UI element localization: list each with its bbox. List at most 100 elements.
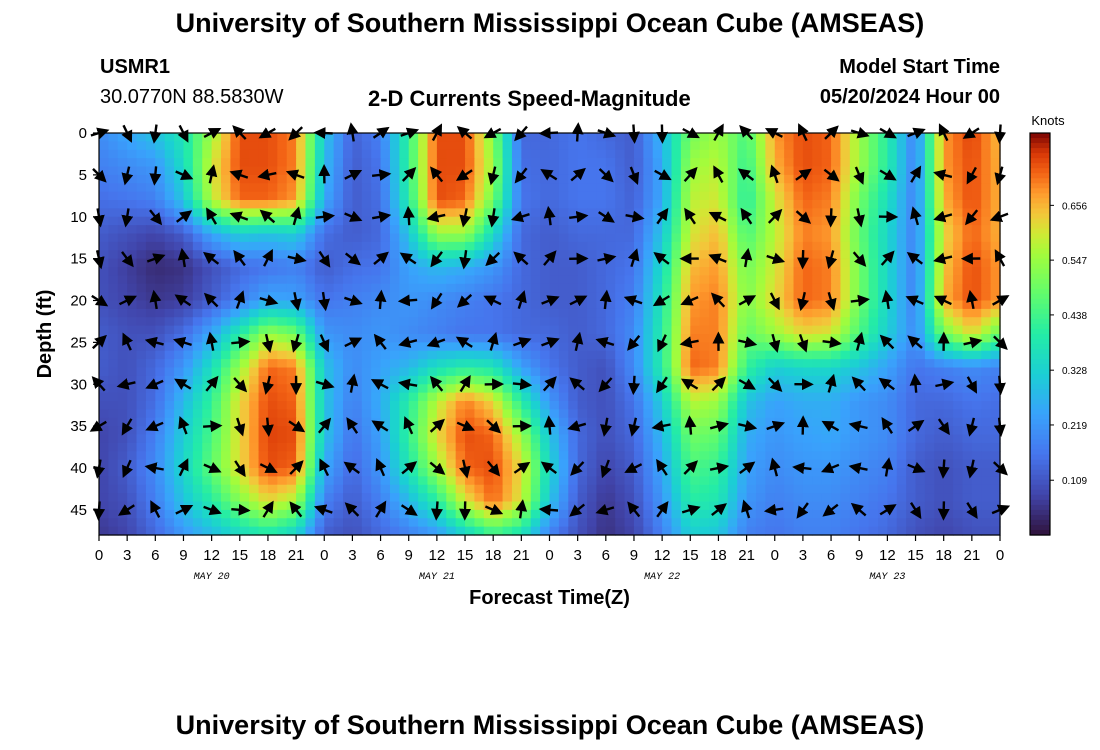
heat-cell: [643, 342, 654, 352]
heat-cell: [361, 459, 372, 469]
heat-cell: [427, 484, 438, 494]
heat-cell: [99, 493, 109, 503]
heat-cell: [587, 476, 598, 486]
heat-cell: [343, 434, 354, 444]
heat-cell: [868, 292, 879, 302]
heat-cell: [502, 241, 513, 251]
heat-cell: [540, 451, 551, 461]
heat-cell: [587, 308, 598, 318]
heat-cell: [605, 183, 616, 193]
current-arrow: [344, 337, 363, 349]
heat-cell: [108, 484, 119, 494]
heat-cell: [333, 509, 344, 519]
heat-cell: [943, 468, 954, 477]
heat-cell: [802, 468, 813, 477]
heat-cell: [774, 225, 785, 235]
heat-cell: [343, 183, 354, 193]
heat-cell: [174, 225, 185, 235]
heat-cell: [962, 476, 973, 486]
heat-cell: [521, 451, 532, 461]
heat-cell: [371, 493, 382, 503]
heat-cell: [305, 442, 316, 452]
heat-cell: [671, 526, 682, 536]
heat-cell: [249, 426, 260, 436]
heat-cell: [943, 392, 954, 402]
heat-cell: [530, 174, 541, 184]
heat-cell: [615, 392, 626, 402]
heat-cell: [511, 375, 522, 385]
heat-cell: [277, 434, 288, 444]
heat-cell: [380, 417, 391, 427]
heat-cell: [343, 258, 354, 268]
heat-cell: [408, 384, 419, 394]
heat-cell: [643, 133, 654, 142]
heat-cell: [962, 300, 973, 310]
heat-cell: [746, 367, 757, 377]
heat-cell: [765, 518, 776, 528]
heat-cell: [812, 342, 823, 352]
heat-cell: [840, 409, 851, 419]
current-arrow: [346, 417, 359, 434]
heat-cell: [840, 484, 851, 494]
heat-cell: [192, 401, 203, 410]
heat-cell: [746, 183, 757, 193]
heat-cell: [202, 158, 213, 168]
heat-cell: [502, 509, 513, 519]
heat-cell: [971, 468, 982, 477]
heat-cell: [615, 367, 626, 377]
heat-cell: [267, 174, 278, 184]
heat-cell: [877, 133, 888, 142]
heat-cell: [371, 225, 382, 235]
heat-cell: [474, 216, 485, 226]
heat-cell: [230, 501, 241, 511]
heat-cell: [277, 350, 288, 360]
heat-cell: [784, 468, 795, 477]
heat-cell: [755, 401, 766, 410]
heat-cell: [549, 233, 560, 243]
heat-cell: [680, 258, 691, 268]
heat-cell: [765, 250, 776, 260]
heat-cell: [812, 442, 823, 452]
heat-cell: [145, 367, 156, 377]
heat-cell: [596, 200, 607, 209]
heat-cell: [755, 166, 766, 176]
heat-cell: [877, 267, 888, 276]
heat-cell: [784, 250, 795, 260]
heat-cell: [418, 451, 429, 461]
heat-cell: [831, 250, 842, 260]
heat-cell: [221, 384, 231, 394]
heat-cell: [399, 225, 410, 235]
heat-cell: [277, 518, 288, 528]
heat-cell: [474, 267, 485, 276]
heat-cell: [249, 375, 260, 385]
heat-cell: [314, 233, 325, 243]
heat-cell: [699, 468, 710, 477]
heat-cell: [755, 133, 766, 142]
heat-cell: [277, 258, 288, 268]
heat-cell: [511, 359, 522, 369]
heat-cell: [887, 426, 898, 436]
heat-cell: [990, 149, 1001, 159]
heat-cell: [793, 191, 804, 201]
heat-cell: [296, 526, 307, 536]
heat-cell: [812, 200, 823, 209]
heat-cell: [333, 258, 344, 268]
heat-cell: [680, 392, 691, 402]
heat-cell: [793, 484, 804, 494]
heat-cell: [981, 426, 992, 436]
heat-cell: [662, 434, 673, 444]
current-arrow: [374, 289, 387, 310]
heat-cell: [371, 434, 382, 444]
heat-cell: [765, 300, 776, 310]
heat-cell: [483, 241, 494, 251]
heat-cell: [174, 442, 185, 452]
heat-cell: [549, 451, 560, 461]
heat-cell: [521, 250, 532, 260]
heat-cell: [802, 141, 813, 151]
heat-cell: [314, 526, 325, 536]
heat-cell: [446, 451, 457, 461]
heat-cell: [615, 468, 626, 477]
heat-cell: [192, 317, 203, 327]
heat-cell: [465, 367, 476, 377]
heat-cell: [221, 426, 231, 436]
